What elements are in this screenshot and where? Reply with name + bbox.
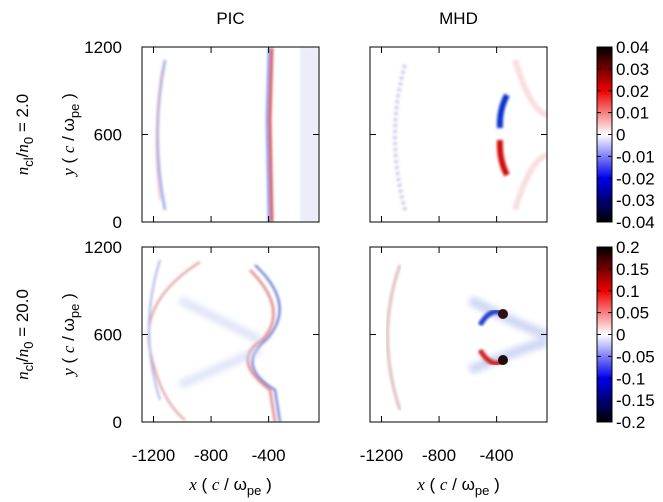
text-part: cl [21,157,36,167]
x-axis-label: x ( c / ωpe ) [416,475,500,498]
text-part: x [188,475,197,494]
text-part: n [13,167,32,176]
x-axis-label: x ( c / ωpe ) [188,475,272,498]
y-tick-label: 1200 [84,38,122,57]
text-part: ) [489,475,499,494]
y-axis-label: y ( c / ωpe ) [59,93,82,178]
colorbar-tick-label: 0.01 [616,104,649,123]
text-part: / ω [219,475,246,494]
row-label: ncl/n0 = 20.0 [13,289,36,380]
colorbar-tick-label: -0.15 [616,391,655,410]
text-part: ( [425,475,440,494]
colorbar-tick-label: 0.02 [616,82,649,101]
y-tick-label: 0 [113,413,122,432]
y-tick-label: 0 [113,213,122,232]
y-tick-label: 1200 [84,238,122,257]
text-part: c [59,145,78,153]
text-part: n [13,371,32,380]
text-part: n [13,144,32,153]
text-part: ) [261,475,271,494]
text-part: c [59,345,78,353]
colorbar-tick-label: -0.1 [616,369,645,388]
field-pattern [147,259,281,422]
text-part: / [13,152,32,157]
text-part: ( [59,153,78,168]
y-tick-label: 600 [94,326,122,345]
colorbar-tick-label: 0 [616,326,625,345]
colorbar-tick-label: -0.04 [616,213,655,232]
colorbar-tick-label: 0.05 [616,304,649,323]
text-part: ( [197,475,212,494]
text-part: pe [67,104,82,118]
colorbar-tick-label: 0.2 [616,238,640,257]
field-pattern [386,264,547,411]
field-pattern [393,59,547,211]
x-tick-label: -1200 [132,446,175,465]
column-title: MHD [439,9,478,28]
text-part: = 20.0 [13,289,32,341]
x-tick-label: -1200 [360,446,403,465]
text-part: = 2.0 [13,94,32,137]
field-pattern [155,47,319,222]
x-tick-label: -800 [194,446,228,465]
colorbar-tick-label: -0.05 [616,347,655,366]
x-tick-label: -800 [422,446,456,465]
panel-frame [141,246,320,423]
colorbar-tick-label: 0.04 [616,38,649,57]
text-part: / ω [59,118,78,145]
text-part: y [59,368,78,378]
text-part: 0 [21,342,36,349]
x-tick-label: -400 [480,446,514,465]
text-part: c [440,475,448,494]
text-part: 0 [21,137,36,144]
y-tick-label: 600 [94,126,122,145]
colorbar-tick-label: 0.03 [616,60,649,79]
text-part: / ω [447,475,474,494]
text-part: cl [21,362,36,372]
text-part: ) [59,293,78,303]
panel-frame [141,46,320,223]
text-part: y [59,168,78,178]
text-part: / [13,357,32,362]
text-part: ( [59,353,78,368]
text-part: ) [59,93,78,103]
colorbar-tick-label: 0 [616,126,625,145]
column-title: PIC [216,9,244,28]
colorbar-tick-label: -0.2 [616,413,645,432]
colorbar-tick-label: -0.02 [616,169,655,188]
text-part: pe [475,483,489,498]
colorbar-tick-label: -0.01 [616,147,655,166]
text-part: x [416,475,425,494]
colorbar-tick-label: 0.15 [616,260,649,279]
text-part: n [13,349,32,358]
text-part: / ω [59,318,78,345]
y-axis-label: y ( c / ωpe ) [59,293,82,378]
colorbar-tick-label: 0.1 [616,282,640,301]
colorbar-tick-label: -0.03 [616,191,655,210]
text-part: pe [247,483,261,498]
text-part: pe [67,304,82,318]
text-part: c [212,475,220,494]
x-tick-label: -400 [252,446,286,465]
row-label: ncl/n0 = 2.0 [13,94,36,175]
